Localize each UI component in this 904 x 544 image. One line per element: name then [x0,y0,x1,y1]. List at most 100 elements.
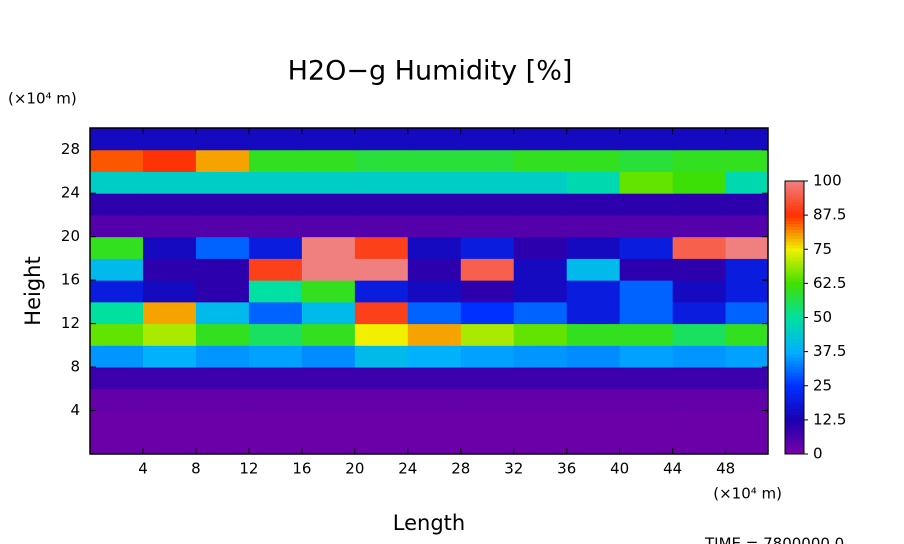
cell [672,171,727,194]
cell [248,193,303,216]
cell [407,410,462,433]
cell [248,323,303,346]
colorbar-slice [785,275,804,279]
cell [195,323,250,346]
colorbar-slice [785,450,804,455]
cell [248,258,303,281]
colorbar-slice [785,314,804,318]
colorbar-slice [785,438,804,443]
cell [513,367,568,390]
cell [248,410,303,433]
cell [672,128,727,151]
cell [672,432,727,454]
y-tick-label: 4 [70,401,80,419]
cell [195,193,250,216]
cell [301,301,356,325]
cell [725,193,768,216]
cell [195,214,250,238]
cell [513,432,568,454]
colorbar-slice [785,414,804,419]
cell [195,236,250,259]
cell [142,323,197,346]
cell [566,149,621,172]
colorbar-slice [785,444,804,449]
colorbar-slice [785,220,804,224]
cell [90,388,144,412]
colorbar-slice [785,429,804,434]
cell [248,367,303,390]
cell [248,388,303,412]
cell [672,280,727,303]
cell [725,128,768,151]
colorbar-slice [785,290,804,294]
cell [619,128,674,151]
cell [566,280,621,303]
colorbar-slice [785,363,804,367]
cell [248,236,303,259]
cell [195,258,250,281]
colorbar-slice [785,259,804,264]
x-axis-title: Length [393,511,465,535]
colorbar-slice [785,247,804,252]
cell [672,193,727,216]
x-tick-label: 44 [663,460,682,478]
x-tick-label: 28 [451,460,470,478]
cell [513,214,568,238]
cell [619,149,674,172]
cell [460,258,515,281]
colorbar-slice [785,341,804,346]
cell [90,193,144,216]
cell [619,432,674,454]
cell [513,388,568,412]
colorbar-slice [785,205,804,209]
colorbar-slice [785,402,804,406]
cell [566,258,621,281]
cell [407,171,462,194]
cell [725,214,768,238]
colorbar-slice [785,317,804,322]
colorbar-slice [785,187,804,191]
cell [248,214,303,238]
cell [195,149,250,172]
cell [566,410,621,433]
colorbar-slice [785,432,804,437]
plot-frame [89,127,769,455]
cell [513,149,568,172]
cell [90,128,144,151]
colorbar-slice [785,420,804,425]
colorbar-slice [785,226,804,231]
cell [142,236,197,259]
chart-title: H2O−g Humidity [%] [288,56,573,87]
cell [195,410,250,433]
cell [566,388,621,412]
cell [725,236,768,259]
cell [566,214,621,238]
cell [725,171,768,194]
y-unit: (×10⁴ m) [8,90,77,108]
cell [142,388,197,412]
cell [407,236,462,259]
colorbar-slice [785,235,804,240]
cell [460,128,515,151]
colorbar-slice [785,372,804,376]
cell [672,323,727,346]
colorbar-slice [785,229,804,234]
cell [354,258,409,281]
cell [142,432,197,454]
y-tick-label: 20 [61,227,80,245]
colorbar-slice [785,390,804,394]
colorbar-slice [785,366,804,370]
colorbar-slice [785,369,804,373]
colorbar-slice [785,423,804,428]
cell [142,258,197,281]
cell [619,323,674,346]
cell [619,280,674,303]
cell [407,301,462,325]
cell [142,301,197,325]
cell [407,149,462,172]
cell [566,236,621,259]
colorbar-slice [785,293,804,297]
cell [90,149,144,172]
cell [460,367,515,390]
colorbar-slice [785,435,804,440]
